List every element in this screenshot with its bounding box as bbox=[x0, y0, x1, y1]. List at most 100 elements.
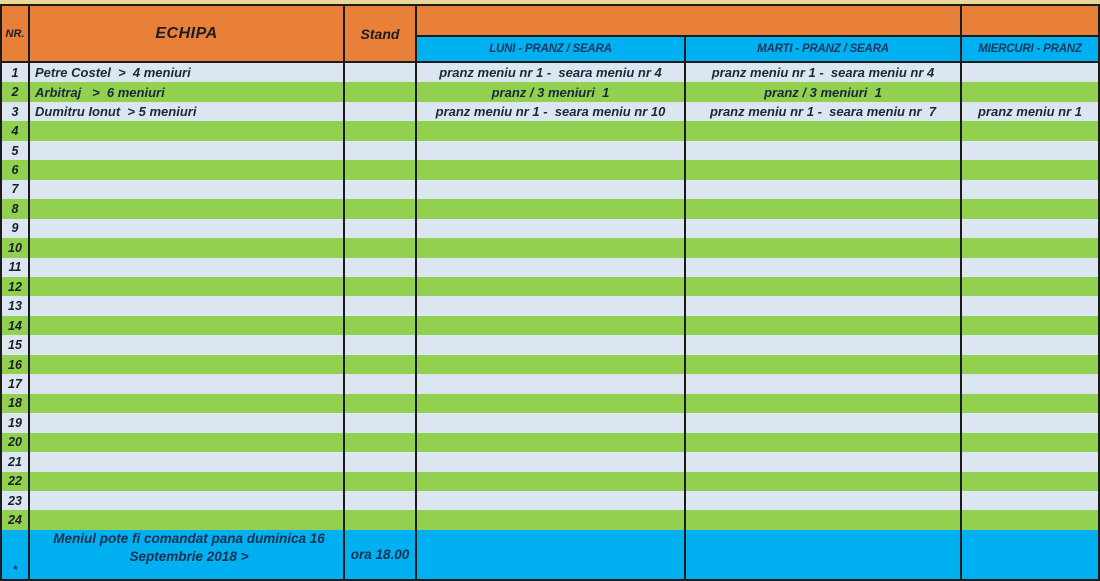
marti-cell[interactable] bbox=[686, 354, 962, 375]
stand-cell[interactable] bbox=[345, 374, 417, 394]
echipa-cell[interactable] bbox=[30, 199, 345, 219]
footer-luni-cell[interactable] bbox=[417, 530, 686, 579]
luni-cell[interactable] bbox=[417, 335, 686, 355]
marti-cell[interactable] bbox=[686, 276, 962, 297]
marti-cell[interactable] bbox=[686, 374, 962, 394]
stand-cell[interactable] bbox=[345, 471, 417, 491]
miercuri-cell[interactable] bbox=[962, 316, 1098, 335]
miercuri-cell[interactable] bbox=[962, 63, 1098, 82]
stand-cell[interactable] bbox=[345, 82, 417, 102]
marti-cell[interactable] bbox=[686, 121, 962, 141]
miercuri-cell[interactable] bbox=[962, 180, 1098, 199]
echipa-cell[interactable] bbox=[30, 510, 345, 530]
stand-cell[interactable] bbox=[345, 199, 417, 219]
luni-cell[interactable] bbox=[417, 238, 686, 258]
luni-cell[interactable] bbox=[417, 452, 686, 472]
echipa-cell[interactable]: Arbitraj > 6 meniuri bbox=[30, 82, 345, 102]
luni-cell[interactable] bbox=[417, 179, 686, 200]
miercuri-cell[interactable] bbox=[962, 160, 1098, 179]
marti-cell[interactable] bbox=[686, 218, 962, 239]
miercuri-cell[interactable] bbox=[962, 219, 1098, 238]
stand-cell[interactable] bbox=[345, 315, 417, 336]
row-number-cell[interactable]: 17 bbox=[2, 374, 30, 394]
footer-miercuri-cell[interactable] bbox=[962, 530, 1098, 579]
stand-cell[interactable] bbox=[345, 160, 417, 180]
marti-cell[interactable] bbox=[686, 257, 962, 277]
luni-cell[interactable] bbox=[417, 315, 686, 336]
miercuri-cell[interactable] bbox=[962, 433, 1098, 452]
row-number-cell[interactable]: 19 bbox=[2, 413, 30, 433]
miercuri-cell[interactable] bbox=[962, 199, 1098, 218]
echipa-cell[interactable]: Dumitru Ionut > 5 meniuri bbox=[30, 101, 345, 122]
row-number-cell[interactable]: 18 bbox=[2, 393, 30, 414]
echipa-cell[interactable] bbox=[30, 179, 345, 200]
row-number-cell[interactable]: 24 bbox=[2, 510, 30, 530]
echipa-cell[interactable]: Petre Costel > 4 meniuri bbox=[30, 63, 345, 83]
echipa-cell[interactable] bbox=[30, 121, 345, 141]
marti-cell[interactable] bbox=[686, 510, 962, 530]
row-number-cell[interactable]: 10 bbox=[2, 238, 30, 258]
miercuri-cell[interactable] bbox=[962, 374, 1098, 393]
luni-cell[interactable] bbox=[417, 199, 686, 219]
row-number-cell[interactable]: 1 bbox=[2, 63, 30, 83]
luni-cell[interactable]: pranz meniu nr 1 - seara meniu nr 10 bbox=[417, 101, 686, 122]
luni-cell[interactable] bbox=[417, 374, 686, 394]
stand-cell[interactable] bbox=[345, 490, 417, 511]
echipa-cell[interactable] bbox=[30, 452, 345, 472]
row-number-cell[interactable]: 12 bbox=[2, 276, 30, 297]
stand-cell[interactable] bbox=[345, 276, 417, 297]
marti-cell[interactable] bbox=[686, 393, 962, 414]
stand-cell[interactable] bbox=[345, 238, 417, 258]
echipa-cell[interactable] bbox=[30, 413, 345, 433]
stand-cell[interactable] bbox=[345, 179, 417, 200]
luni-cell[interactable] bbox=[417, 432, 686, 453]
echipa-cell[interactable] bbox=[30, 218, 345, 239]
stand-cell[interactable] bbox=[345, 257, 417, 277]
echipa-cell[interactable] bbox=[30, 296, 345, 316]
miercuri-cell[interactable] bbox=[962, 491, 1098, 510]
row-number-cell[interactable]: 16 bbox=[2, 354, 30, 375]
luni-cell[interactable] bbox=[417, 160, 686, 180]
miercuri-cell[interactable] bbox=[962, 296, 1098, 315]
miercuri-cell[interactable] bbox=[962, 472, 1098, 491]
miercuri-cell[interactable] bbox=[962, 82, 1098, 101]
marti-cell[interactable]: pranz / 3 meniuri 1 bbox=[686, 82, 962, 102]
row-number-cell[interactable]: 6 bbox=[2, 160, 30, 180]
marti-cell[interactable] bbox=[686, 296, 962, 316]
stand-cell[interactable] bbox=[345, 510, 417, 530]
row-number-cell[interactable]: 8 bbox=[2, 199, 30, 219]
luni-cell[interactable] bbox=[417, 296, 686, 316]
row-number-cell[interactable]: 13 bbox=[2, 296, 30, 316]
miercuri-cell[interactable] bbox=[962, 258, 1098, 277]
luni-cell[interactable] bbox=[417, 218, 686, 239]
marti-cell[interactable] bbox=[686, 199, 962, 219]
stand-cell[interactable] bbox=[345, 452, 417, 472]
marti-cell[interactable] bbox=[686, 335, 962, 355]
marti-cell[interactable] bbox=[686, 452, 962, 472]
echipa-cell[interactable] bbox=[30, 393, 345, 414]
marti-cell[interactable] bbox=[686, 490, 962, 511]
luni-cell[interactable] bbox=[417, 257, 686, 277]
luni-cell[interactable] bbox=[417, 490, 686, 511]
row-number-cell[interactable]: 20 bbox=[2, 432, 30, 453]
row-number-cell[interactable]: 15 bbox=[2, 335, 30, 355]
row-number-cell[interactable]: 9 bbox=[2, 218, 30, 239]
row-number-cell[interactable]: 7 bbox=[2, 179, 30, 200]
echipa-cell[interactable] bbox=[30, 490, 345, 511]
echipa-cell[interactable] bbox=[30, 432, 345, 453]
stand-cell[interactable] bbox=[345, 218, 417, 239]
miercuri-cell[interactable] bbox=[962, 355, 1098, 374]
miercuri-cell[interactable] bbox=[962, 335, 1098, 354]
luni-cell[interactable]: pranz meniu nr 1 - seara meniu nr 4 bbox=[417, 63, 686, 83]
marti-cell[interactable] bbox=[686, 413, 962, 433]
marti-cell[interactable]: pranz meniu nr 1 - seara meniu nr 4 bbox=[686, 63, 962, 83]
marti-cell[interactable] bbox=[686, 432, 962, 453]
marti-cell[interactable] bbox=[686, 179, 962, 200]
luni-cell[interactable] bbox=[417, 140, 686, 161]
row-number-cell[interactable]: 2 bbox=[2, 82, 30, 102]
stand-cell[interactable] bbox=[345, 140, 417, 161]
miercuri-cell[interactable] bbox=[962, 277, 1098, 296]
echipa-cell[interactable] bbox=[30, 238, 345, 258]
marti-cell[interactable] bbox=[686, 238, 962, 258]
miercuri-cell[interactable] bbox=[962, 413, 1098, 432]
